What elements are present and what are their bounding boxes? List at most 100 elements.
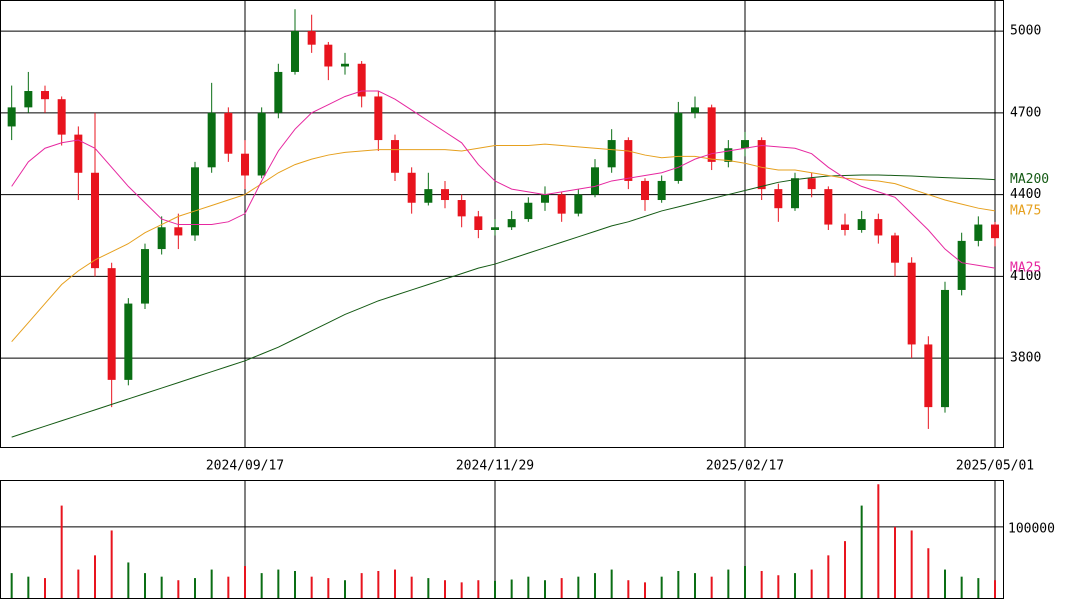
candle-body xyxy=(391,140,399,173)
candle-body xyxy=(24,91,33,108)
volume-bar xyxy=(294,570,296,598)
candle-body xyxy=(374,96,383,141)
candle-body xyxy=(207,112,216,168)
volume-bar xyxy=(794,573,796,598)
volume-bar xyxy=(877,484,880,598)
volume-bar xyxy=(327,578,330,598)
candle-body xyxy=(157,227,166,250)
volume-bar xyxy=(10,573,13,598)
candle-body xyxy=(691,107,699,113)
legend-label: MA75 xyxy=(1010,203,1041,218)
volume-bar xyxy=(160,576,163,598)
candle-body xyxy=(507,219,516,228)
volume-bar xyxy=(260,573,263,598)
candle-body xyxy=(407,172,416,203)
candle-body xyxy=(774,189,783,209)
volume-bar xyxy=(544,580,546,598)
volume-bar xyxy=(610,569,613,598)
volume-bar xyxy=(827,555,830,598)
candle-body xyxy=(707,107,716,162)
volume-bar xyxy=(494,580,496,598)
candle-body xyxy=(974,224,983,241)
volume-bar xyxy=(944,569,946,598)
candle-body xyxy=(324,44,333,67)
x-tick-label: 2024/11/29 xyxy=(456,459,534,474)
volume-bar xyxy=(394,569,396,598)
candle-body xyxy=(624,140,633,181)
volume-bar xyxy=(810,569,813,598)
candle-body xyxy=(357,63,366,97)
candle-body xyxy=(957,240,966,290)
volume-bar xyxy=(777,575,780,598)
volume-bar xyxy=(927,548,930,598)
volume-bar xyxy=(177,580,180,598)
volume-bar xyxy=(860,505,863,598)
candle-body xyxy=(107,268,116,380)
candle-body xyxy=(824,189,833,225)
candle-body xyxy=(257,112,266,176)
y-tick-label: 5000 xyxy=(1010,24,1041,39)
volume-bar xyxy=(910,530,913,598)
volume-bar xyxy=(227,576,230,598)
candle-body xyxy=(491,227,499,230)
volume-bar xyxy=(444,580,446,598)
candle-body xyxy=(124,303,133,380)
candle-body xyxy=(274,71,283,113)
volume-bar xyxy=(460,582,463,598)
y-tick-label: 3800 xyxy=(1010,351,1041,366)
candle-body xyxy=(791,178,799,209)
volume-bar xyxy=(977,578,980,598)
volume-tick-label: 100000 xyxy=(1008,521,1055,536)
volume-bar xyxy=(644,582,646,598)
candle-body xyxy=(591,167,599,195)
volume-bar xyxy=(710,576,713,598)
candle-body xyxy=(557,194,566,214)
candle-body xyxy=(941,289,949,408)
y-tick-label: 4700 xyxy=(1010,105,1041,120)
candle-body xyxy=(757,140,766,190)
candle-body xyxy=(174,227,183,236)
volume-bar xyxy=(44,578,46,598)
candle-body xyxy=(907,262,916,345)
candle-body xyxy=(991,224,999,239)
volume-bar xyxy=(660,576,663,598)
candle-body xyxy=(841,224,849,230)
volume-bar xyxy=(210,569,213,598)
volume-bar xyxy=(144,573,146,598)
volume-bar xyxy=(277,569,280,598)
volume-bar xyxy=(510,579,513,598)
volume-bar xyxy=(677,570,680,598)
candle-body xyxy=(807,178,816,190)
candle-body xyxy=(474,216,483,230)
volume-bar xyxy=(627,580,630,598)
legend-label: MA25 xyxy=(1010,261,1041,276)
volume-bar xyxy=(244,566,246,598)
y-tick-label: 4400 xyxy=(1010,187,1041,202)
volume-bar xyxy=(377,570,380,598)
candle-body xyxy=(891,235,899,263)
candle-body xyxy=(191,167,199,236)
legend-label: MA200 xyxy=(1010,172,1049,187)
candle-body xyxy=(307,31,316,45)
price-frame xyxy=(0,0,1004,448)
moving-average-line xyxy=(11,174,996,438)
volume-bar xyxy=(560,578,563,598)
candle-body xyxy=(141,249,149,304)
volume-bar xyxy=(310,576,313,598)
candle-body xyxy=(224,112,233,154)
volume-bar xyxy=(427,578,430,598)
candle-body xyxy=(924,344,933,408)
volume-bar xyxy=(60,505,63,598)
candle-body xyxy=(541,194,549,203)
moving-average-line xyxy=(11,143,996,343)
volume-bar xyxy=(994,580,996,598)
candle-body xyxy=(857,219,866,230)
volume-bar xyxy=(110,530,113,598)
candle-body xyxy=(291,31,299,72)
candle-body xyxy=(424,189,433,203)
candle-body xyxy=(441,189,449,201)
volume-bar xyxy=(527,576,530,598)
volume-bar xyxy=(694,573,696,598)
candle-body xyxy=(674,112,683,181)
